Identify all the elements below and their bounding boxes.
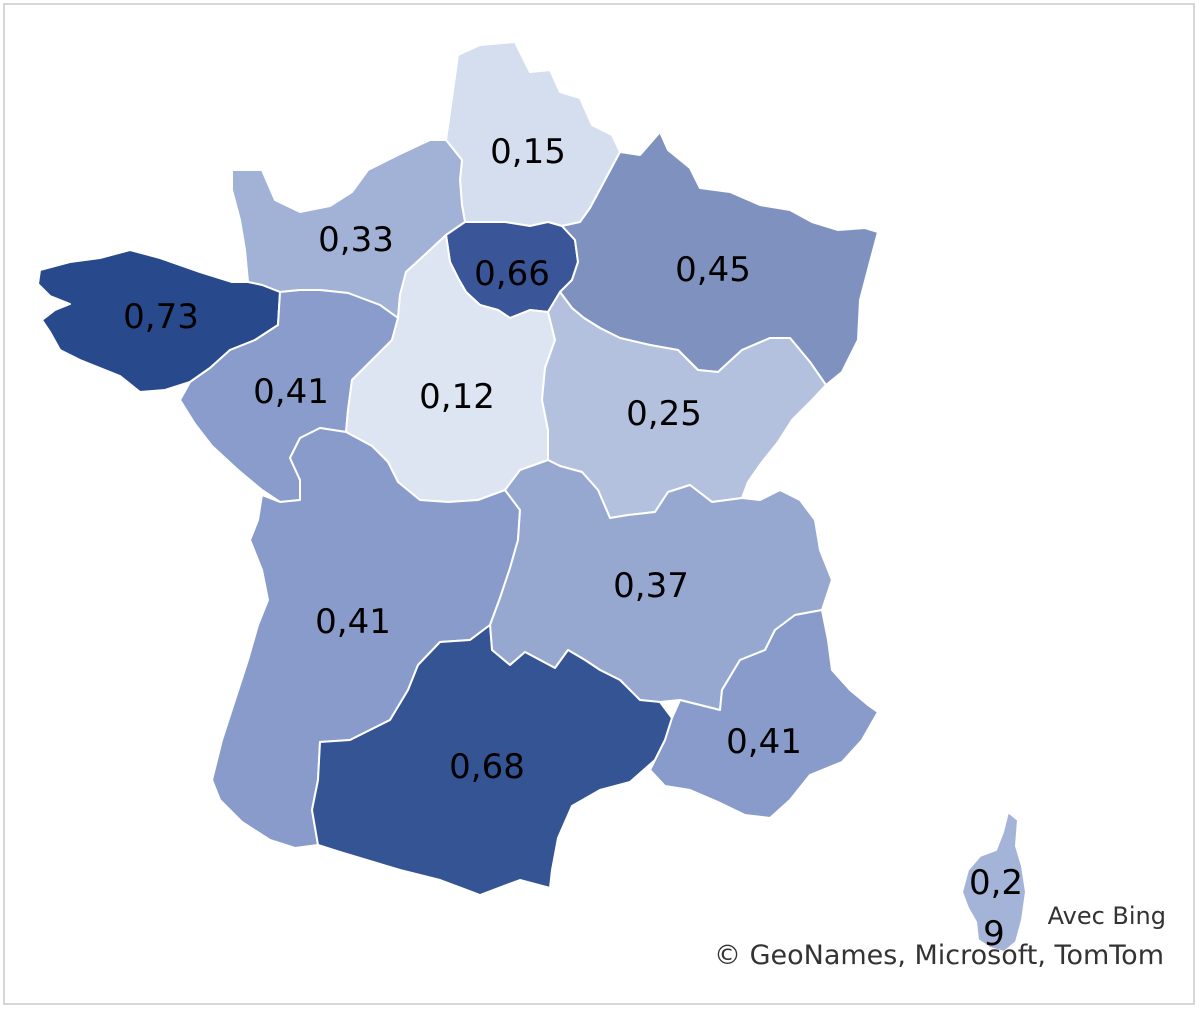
map-credit-bing: Avec Bing [1047, 902, 1166, 930]
label-ile-de-france: 0,66 [474, 254, 550, 294]
region-corse [961, 811, 1027, 953]
map-credit-sources: © GeoNames, Microsoft, TomTom [713, 940, 1164, 971]
label-occitanie: 0,68 [449, 747, 525, 787]
label-provence-alpes-cote-dazur: 0,41 [726, 722, 802, 762]
label-normandie: 0,33 [318, 220, 394, 260]
label-corse-line1: 0,2 [969, 863, 1023, 903]
map-frame [3, 3, 1195, 1005]
label-nouvelle-aquitaine: 0,41 [315, 602, 391, 642]
label-pays-de-la-loire: 0,41 [253, 372, 329, 412]
region-occitanie [311, 624, 673, 896]
region-provence-alpes-cote-dazur [649, 609, 879, 819]
label-bourgogne-franche-comte: 0,25 [626, 394, 702, 434]
label-centre-val-de-loire: 0,12 [419, 377, 495, 417]
label-grand-est: 0,45 [675, 250, 751, 290]
label-bretagne: 0,73 [123, 297, 199, 337]
label-corse-line2: 9 [983, 914, 1005, 954]
label-auvergne-rhone-alpes: 0,37 [613, 566, 689, 606]
label-hauts-de-france: 0,15 [490, 132, 566, 172]
